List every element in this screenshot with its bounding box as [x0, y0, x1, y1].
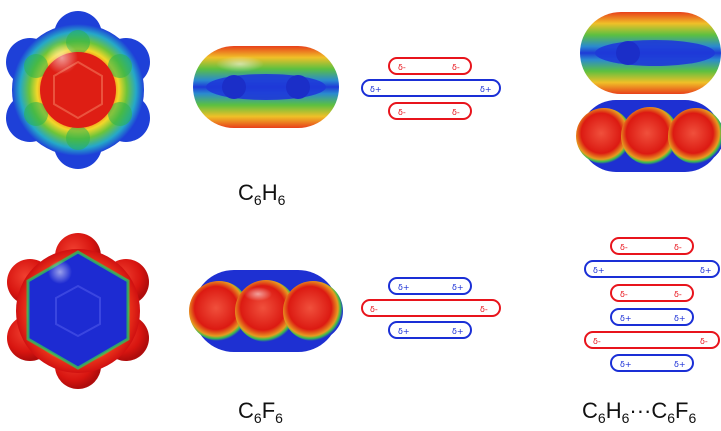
- neg-pill: [388, 102, 472, 120]
- charge-label: δ-: [398, 63, 406, 72]
- charge-label: δ+: [700, 266, 712, 275]
- charge-label: δ-: [452, 108, 460, 117]
- pos-pill: [388, 321, 472, 339]
- hexafluorobenzene-esp-side-view: [189, 270, 343, 352]
- benzene-formula-label: C6H6: [238, 180, 286, 208]
- neg-pill: [610, 284, 694, 302]
- pos-pill: [584, 260, 720, 278]
- charge-label: δ+: [620, 314, 632, 323]
- charge-label: δ-: [700, 337, 708, 346]
- pos-pill: [388, 277, 472, 295]
- charge-label: δ+: [370, 85, 382, 94]
- benzene-esp-side-view: [193, 46, 339, 128]
- charge-label: δ+: [620, 360, 632, 369]
- charge-label: δ-: [674, 290, 682, 299]
- charge-label: δ+: [452, 283, 464, 292]
- neg-pill: [610, 237, 694, 255]
- charge-label: δ-: [452, 63, 460, 72]
- pos-pill: [361, 79, 501, 97]
- charge-label: δ+: [398, 327, 410, 336]
- hexafluorobenzene-quadrupole-schematic: δ+ δ+ δ- δ- δ+ δ+: [361, 277, 501, 339]
- pos-pill: [610, 308, 694, 326]
- charge-label: δ+: [674, 360, 686, 369]
- charge-label: δ-: [674, 243, 682, 252]
- hexafluorobenzene-esp-top-view: [7, 233, 149, 389]
- complex-esp-stacked-view: [576, 12, 721, 172]
- charge-label: δ-: [620, 243, 628, 252]
- charge-label: δ-: [593, 337, 601, 346]
- complex-formula-label: C6H6···C6F6: [582, 398, 697, 426]
- charge-label: δ+: [452, 327, 464, 336]
- charge-label: δ-: [370, 305, 378, 314]
- charge-label: δ+: [593, 266, 605, 275]
- charge-label: δ+: [398, 283, 410, 292]
- charge-label: δ-: [398, 108, 406, 117]
- neg-pill: [361, 299, 501, 317]
- hexafluorobenzene-formula-label: C6F6: [238, 398, 283, 426]
- neg-pill: [584, 331, 720, 349]
- charge-label: δ+: [674, 314, 686, 323]
- complex-quadrupole-schematic: δ- δ- δ+ δ+ δ- δ- δ+ δ+ δ- δ- δ+ δ+: [584, 237, 720, 372]
- charge-label: δ+: [480, 85, 492, 94]
- pos-pill: [610, 354, 694, 372]
- charge-label: δ-: [480, 305, 488, 314]
- benzene-quadrupole-schematic: δ- δ- δ+ δ+ δ- δ-: [361, 57, 501, 120]
- charge-label: δ-: [620, 290, 628, 299]
- benzene-esp-top-view: [6, 11, 150, 169]
- neg-pill: [388, 57, 472, 75]
